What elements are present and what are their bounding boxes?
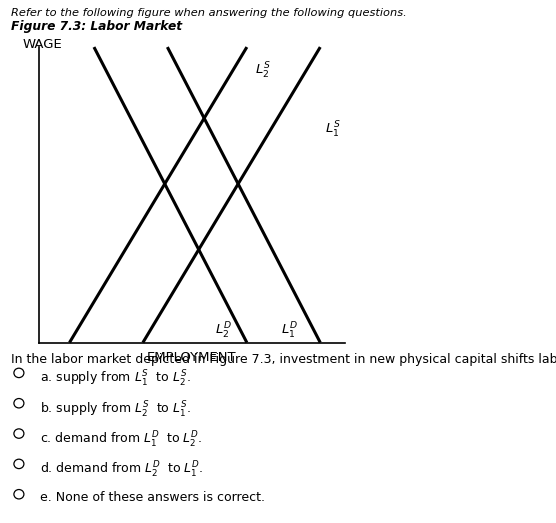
Text: Refer to the following figure when answering the following questions.: Refer to the following figure when answe… [11,8,407,18]
Text: $L_1^D$: $L_1^D$ [281,321,297,341]
Text: $L_2^S$: $L_2^S$ [255,61,270,81]
Text: $L_1^S$: $L_1^S$ [325,120,341,140]
Text: e. None of these answers is correct.: e. None of these answers is correct. [40,491,265,504]
Text: b. supply from $L_2^S$  to $L_1^S$.: b. supply from $L_2^S$ to $L_1^S$. [40,400,191,419]
Text: c. demand from $L_1^D$  to $L_2^D$.: c. demand from $L_1^D$ to $L_2^D$. [40,430,202,450]
Text: Figure 7.3: Labor Market: Figure 7.3: Labor Market [11,20,182,33]
Text: a. supply from $L_1^S$  to $L_2^S$.: a. supply from $L_1^S$ to $L_2^S$. [40,369,191,389]
Text: $L_2^D$: $L_2^D$ [215,321,232,341]
Text: WAGE: WAGE [22,38,62,51]
Text: In the labor market depicted in Figure 7.3, investment in new physical capital s: In the labor market depicted in Figure 7… [11,353,556,366]
Text: d. demand from $L_2^D$  to $L_1^D$.: d. demand from $L_2^D$ to $L_1^D$. [40,460,203,480]
X-axis label: EMPLOYMENT: EMPLOYMENT [147,351,237,364]
